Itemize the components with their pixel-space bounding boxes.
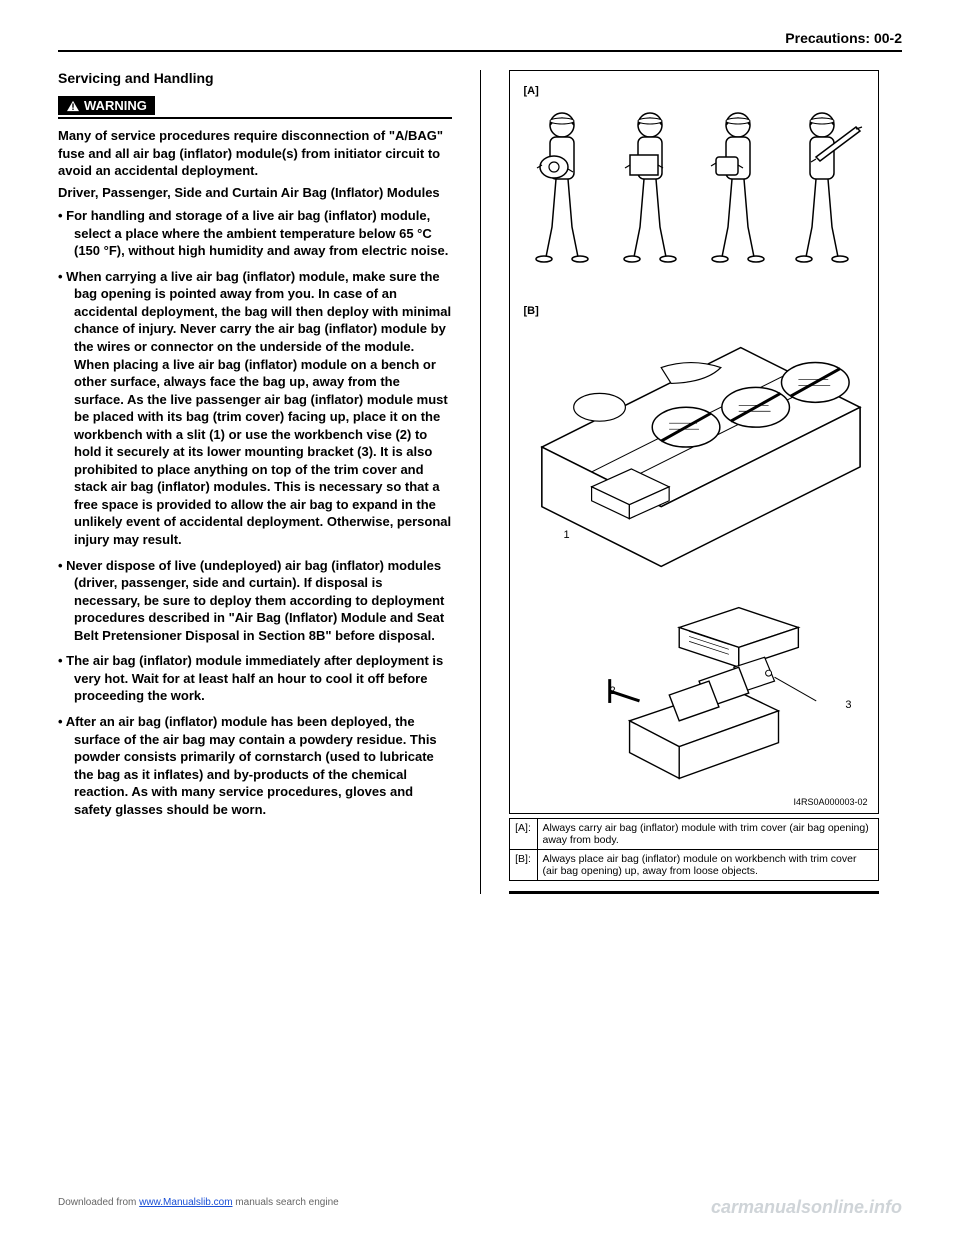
footer-left: Downloaded from www.Manualslib.com manua…	[58, 1197, 339, 1218]
warning-label: WARNING	[84, 98, 147, 113]
illustration-box: [A] [B]	[509, 70, 879, 814]
technician-row	[522, 107, 866, 267]
table-row: [B]: Always place air bag (inflator) mod…	[509, 850, 878, 881]
figure-label-a: [A]	[524, 85, 539, 97]
legend-table: [A]: Always carry air bag (inflator) mod…	[509, 818, 879, 881]
warning-body: Many of service procedures require disco…	[58, 127, 452, 818]
bullet-item: After an air bag (inflator) module has b…	[58, 713, 452, 818]
section-end-bar	[509, 891, 879, 894]
figure-id: I4RS0A000003-02	[793, 797, 867, 807]
technician-4-icon	[786, 107, 866, 267]
warning-badge: WARNING	[58, 96, 155, 115]
page-footer: Downloaded from www.Manualslib.com manua…	[0, 1197, 960, 1218]
callout-3: 3	[845, 699, 851, 711]
page-root: Precautions: 00-2 Servicing and Handling…	[0, 0, 960, 894]
legend-key: [B]:	[509, 850, 537, 881]
footer-link[interactable]: www.Manualslib.com	[139, 1197, 232, 1208]
workbench-illustration: 1	[522, 327, 866, 587]
left-column: Servicing and Handling WARNING Many of s…	[58, 70, 480, 894]
bullet-item: Never dispose of live (undeployed) air b…	[58, 557, 452, 645]
section-title: Servicing and Handling	[58, 70, 452, 86]
right-column: [A] [B]	[480, 70, 903, 894]
table-row: [A]: Always carry air bag (inflator) mod…	[509, 819, 878, 850]
bullet-item: The air bag (inflator) module immediatel…	[58, 652, 452, 705]
warning-icon	[66, 100, 80, 112]
footer-prefix: Downloaded from	[58, 1197, 139, 1208]
warning-intro-1: Many of service procedures require disco…	[58, 127, 452, 180]
vise-illustration: 2 3	[570, 601, 848, 791]
breadcrumb: Precautions: 00-2	[785, 30, 902, 46]
footer-suffix: manuals search engine	[233, 1197, 339, 1208]
warning-underline	[58, 117, 452, 119]
figure-label-b: [B]	[524, 305, 539, 317]
content-columns: Servicing and Handling WARNING Many of s…	[58, 70, 902, 894]
technician-2-icon	[610, 107, 690, 267]
bullet-item: When carrying a live air bag (inflator) …	[58, 268, 452, 549]
callout-2: 2	[610, 685, 616, 697]
bullet-item: For handling and storage of a live air b…	[58, 207, 452, 260]
warning-intro-2: Driver, Passenger, Side and Curtain Air …	[58, 184, 452, 202]
page-header: Precautions: 00-2	[58, 30, 902, 52]
technician-3-icon	[698, 107, 778, 267]
watermark: carmanualsonline.info	[711, 1197, 902, 1218]
warning-header: WARNING	[58, 96, 452, 115]
technician-1-icon	[522, 107, 602, 267]
legend-value: Always carry air bag (inflator) module w…	[537, 819, 878, 850]
callout-1: 1	[564, 529, 570, 541]
warning-bullets: For handling and storage of a live air b…	[58, 207, 452, 818]
legend-key: [A]:	[509, 819, 537, 850]
legend-value: Always place air bag (inflator) module o…	[537, 850, 878, 881]
